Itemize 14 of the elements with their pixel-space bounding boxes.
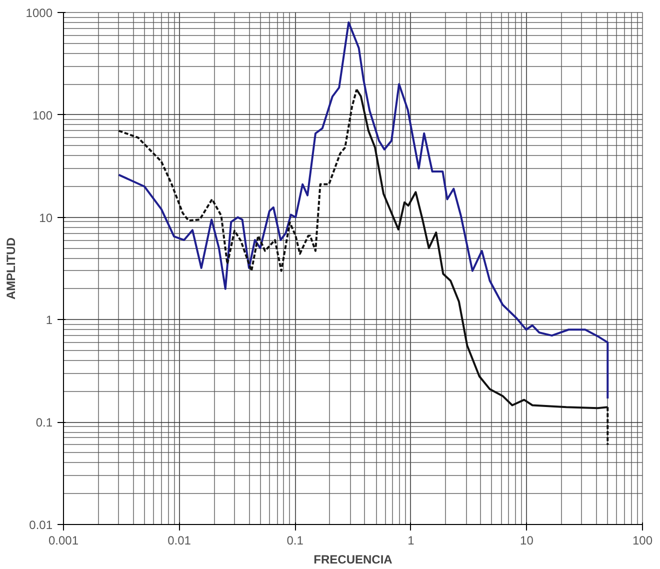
y-tick-label: 1000 [26, 6, 53, 20]
x-tick-label: 0.1 [286, 534, 304, 548]
y-tick-label: 0.01 [29, 518, 53, 532]
x-tick-label: 1 [408, 534, 415, 548]
x-tick-label: 10 [520, 534, 534, 548]
y-tick-label: 10 [39, 210, 53, 225]
y-tick-label: 0.1 [36, 416, 53, 430]
x-axis-title: FRECUENCIA [314, 552, 393, 566]
x-tick-label: 100 [632, 534, 653, 548]
x-tick-label: 0.001 [48, 534, 79, 548]
y-tick-label: 100 [32, 108, 53, 122]
y-axis-title: AMPLITUD [4, 237, 18, 300]
y-tick-label: 1 [46, 313, 53, 328]
x-tick-label: 0.01 [168, 534, 192, 548]
